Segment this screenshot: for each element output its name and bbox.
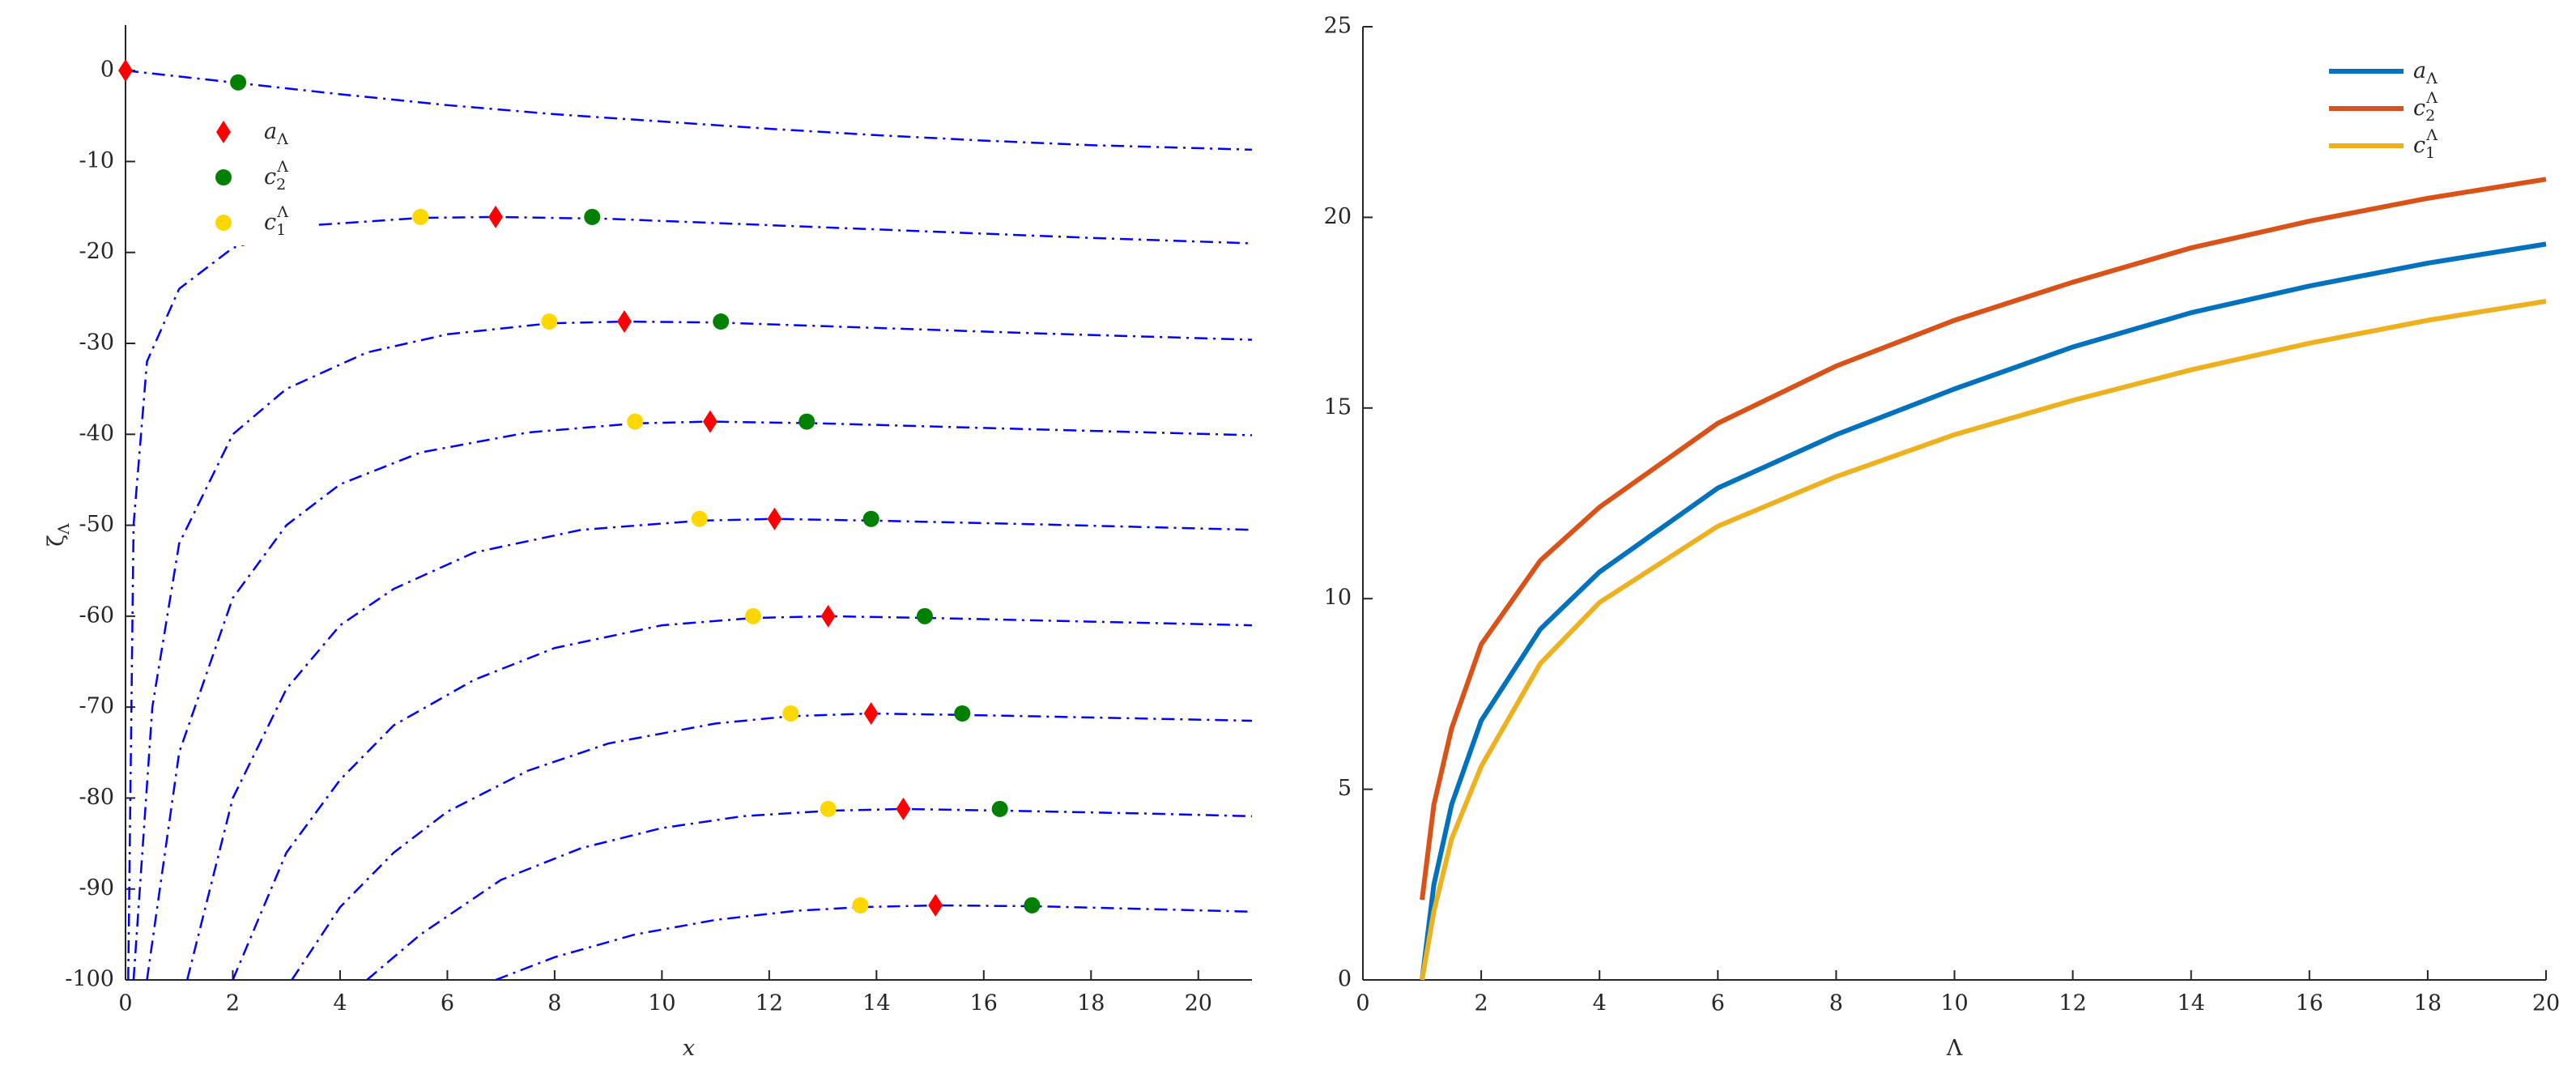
y-tick-label: -10 bbox=[79, 148, 114, 173]
y-axis-label: ζΛ bbox=[44, 523, 74, 547]
curve bbox=[232, 615, 1253, 981]
marker bbox=[1024, 897, 1041, 914]
x-tick-label: 6 bbox=[1711, 991, 1725, 1016]
x-tick-label: 14 bbox=[862, 991, 890, 1016]
curve bbox=[146, 420, 1253, 981]
y-tick-label: -40 bbox=[79, 421, 114, 446]
marker bbox=[541, 313, 558, 330]
marker bbox=[820, 800, 837, 817]
legend-label: aΛ bbox=[264, 119, 288, 149]
legend-marker bbox=[215, 215, 232, 231]
curve bbox=[127, 215, 1253, 981]
marker bbox=[118, 59, 133, 83]
y-tick-label: -80 bbox=[79, 785, 114, 810]
marker bbox=[896, 797, 911, 820]
marker bbox=[928, 893, 943, 917]
marker bbox=[488, 205, 504, 228]
x-tick-label: 4 bbox=[333, 991, 347, 1016]
y-tick-label: 10 bbox=[1324, 586, 1352, 611]
x-tick-label: 2 bbox=[226, 991, 240, 1016]
x-tick-label: 14 bbox=[2178, 991, 2205, 1016]
legend-marker bbox=[215, 169, 232, 185]
y-tick-label: 20 bbox=[1324, 204, 1352, 229]
curve bbox=[291, 712, 1253, 981]
marker bbox=[852, 897, 869, 914]
curve bbox=[132, 320, 1253, 981]
x-tick-label: 6 bbox=[441, 991, 454, 1016]
y-tick-label: -30 bbox=[79, 330, 114, 356]
marker bbox=[230, 74, 247, 91]
x-tick-label: 16 bbox=[970, 991, 998, 1016]
x-tick-label: 0 bbox=[118, 991, 132, 1016]
x-tick-label: 10 bbox=[648, 991, 675, 1016]
x-axis-label: Λ bbox=[1946, 1036, 1963, 1061]
marker bbox=[767, 507, 782, 530]
legend-label: aΛ bbox=[2413, 58, 2438, 88]
y-tick-label: 5 bbox=[1338, 776, 1352, 801]
curve bbox=[495, 904, 1253, 982]
legend-label: c1Λ bbox=[2413, 126, 2438, 162]
marker bbox=[744, 607, 761, 624]
x-tick-label: 16 bbox=[2296, 991, 2323, 1016]
y-tick-label: -100 bbox=[65, 967, 114, 992]
marker bbox=[617, 310, 632, 334]
x-tick-label: 10 bbox=[1940, 991, 1968, 1016]
marker bbox=[584, 208, 601, 225]
marker bbox=[863, 702, 879, 726]
curve bbox=[1420, 299, 2547, 981]
y-tick-label: -60 bbox=[79, 603, 114, 628]
marker bbox=[954, 705, 971, 722]
marker bbox=[798, 413, 815, 430]
legend-marker bbox=[216, 121, 231, 143]
y-tick-label: 15 bbox=[1324, 394, 1352, 420]
x-tick-label: 2 bbox=[1475, 991, 1488, 1016]
y-tick-label: -70 bbox=[79, 694, 114, 719]
y-tick-label: -20 bbox=[79, 239, 114, 264]
y-tick-label: 0 bbox=[100, 57, 114, 83]
legend-box bbox=[185, 106, 314, 245]
x-tick-label: 4 bbox=[1593, 991, 1607, 1016]
curve bbox=[125, 69, 1253, 151]
marker bbox=[702, 410, 717, 433]
x-tick-label: 8 bbox=[547, 991, 561, 1016]
x-tick-label: 12 bbox=[756, 991, 783, 1016]
x-tick-label: 12 bbox=[2059, 991, 2086, 1016]
curve bbox=[366, 807, 1253, 981]
marker bbox=[713, 313, 730, 330]
marker bbox=[627, 413, 644, 430]
legend-label: c2Λ bbox=[2413, 89, 2438, 125]
legend-label: c1Λ bbox=[264, 203, 288, 239]
x-tick-label: 18 bbox=[1077, 991, 1105, 1016]
x-tick-label: 20 bbox=[2532, 991, 2560, 1016]
marker bbox=[691, 510, 708, 527]
legend-label: c2Λ bbox=[264, 158, 288, 194]
y-tick-label: 25 bbox=[1324, 14, 1352, 39]
y-tick-label: -90 bbox=[79, 875, 114, 901]
x-tick-label: 8 bbox=[1829, 991, 1843, 1016]
marker bbox=[412, 208, 429, 225]
curve bbox=[1420, 241, 2547, 981]
y-tick-label: -50 bbox=[79, 512, 114, 537]
curve bbox=[1420, 177, 2547, 901]
marker bbox=[782, 705, 799, 722]
marker bbox=[916, 607, 933, 624]
curve bbox=[185, 517, 1253, 981]
x-tick-label: 18 bbox=[2414, 991, 2442, 1016]
x-axis-label: x bbox=[683, 1036, 695, 1061]
marker bbox=[862, 510, 879, 527]
x-tick-label: 0 bbox=[1356, 991, 1369, 1016]
x-tick-label: 20 bbox=[1185, 991, 1212, 1016]
marker bbox=[991, 800, 1008, 817]
y-tick-label: 0 bbox=[1338, 967, 1352, 992]
marker bbox=[820, 604, 836, 628]
